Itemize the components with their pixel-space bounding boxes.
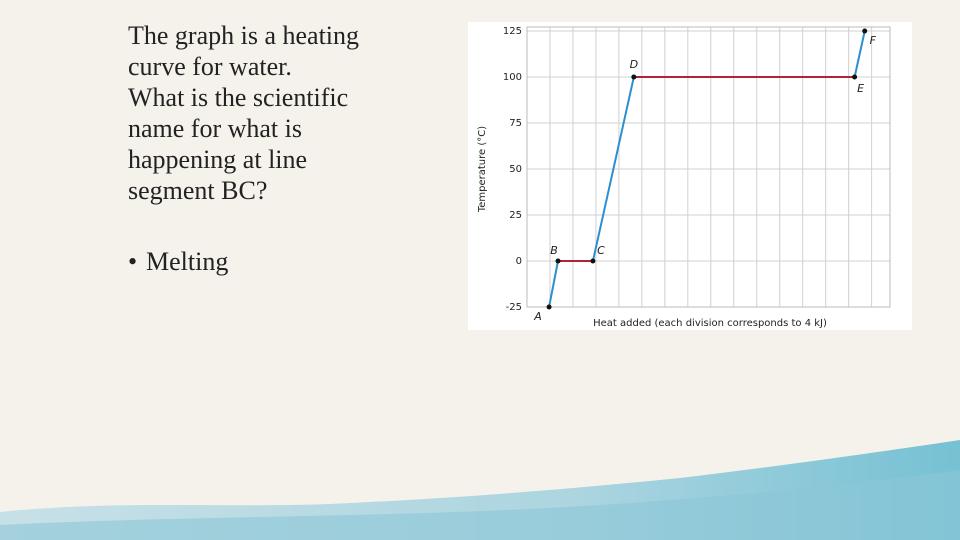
- y-tick-label: 100: [503, 72, 522, 83]
- question-line: What is the scientific: [128, 83, 348, 112]
- y-tick-label: 25: [509, 210, 522, 221]
- x-axis-title: Heat added (each division corresponds to…: [593, 318, 827, 329]
- question-line: happening at line: [128, 145, 307, 174]
- data-point: [546, 304, 552, 310]
- question-line: The graph is a heating: [128, 21, 359, 50]
- bullet: •: [128, 247, 137, 276]
- plot-frame: [526, 26, 891, 308]
- question-line: curve for water.: [128, 52, 292, 81]
- y-tick-label: 50: [509, 164, 522, 175]
- point-label: E: [857, 82, 864, 95]
- question-line: name for what is: [128, 114, 302, 143]
- y-tick-label: 0: [516, 256, 522, 267]
- chart: -25 0 25 50 75 100 125 Temperature (°C) Heat add…: [477, 26, 891, 329]
- curve-segment: [548, 260, 559, 308]
- y-axis-title: Temperature (°C): [477, 126, 488, 213]
- answer: Melting: [146, 247, 228, 276]
- y-tick-label: 75: [509, 118, 522, 129]
- data-point: [862, 28, 868, 34]
- point-label: D: [630, 58, 638, 71]
- point-label: F: [870, 34, 877, 47]
- data-point: [631, 74, 637, 80]
- curve-segment: [853, 30, 866, 78]
- data-point: [590, 258, 596, 264]
- data-point: [852, 74, 858, 80]
- point-label: A: [533, 310, 542, 323]
- watercolor: [0, 470, 960, 540]
- question-line: segment BC?: [128, 176, 267, 205]
- y-tick-label: -25: [506, 302, 522, 313]
- y-tick-label: 125: [503, 26, 522, 37]
- point-label: B: [550, 244, 558, 257]
- chart-panel: [468, 22, 912, 330]
- data-point: [555, 258, 561, 264]
- curve-segment: [591, 76, 635, 262]
- point-label: C: [597, 244, 605, 257]
